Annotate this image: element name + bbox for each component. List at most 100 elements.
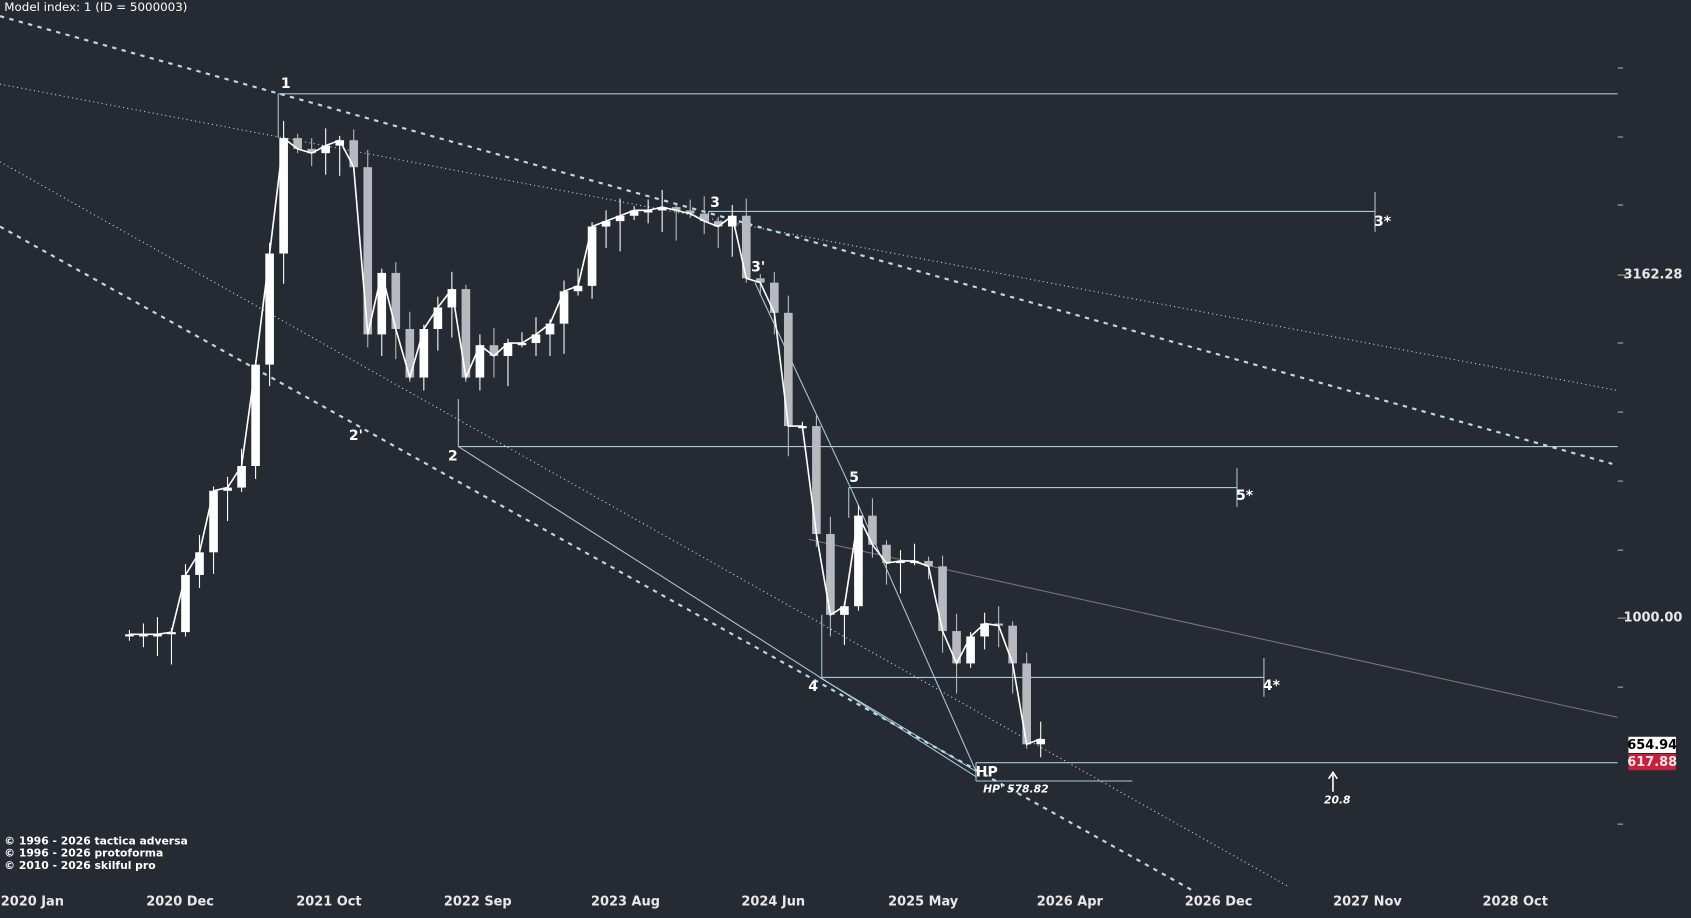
footer-line: © 2010 - 2026 skilful pro xyxy=(4,859,155,872)
candle-body xyxy=(657,207,667,211)
time-label: 2025 May xyxy=(888,894,959,909)
candle-body xyxy=(770,282,779,313)
price-badge: 617.88 xyxy=(1627,755,1677,770)
candle-body xyxy=(307,148,316,154)
wave-label: 2' xyxy=(349,428,363,444)
candle-body xyxy=(727,215,737,227)
arrow xyxy=(1327,770,1338,792)
candle-body xyxy=(237,466,246,488)
candle-body xyxy=(1036,738,1046,745)
wave-label: 3' xyxy=(751,260,765,276)
candle-body xyxy=(363,167,373,335)
time-label: 2022 Sep xyxy=(444,894,512,909)
wave-label: 1 xyxy=(281,76,291,92)
wave-label: HP' 578.82 xyxy=(983,783,1048,796)
candle-body xyxy=(153,634,162,637)
time-label: 2027 Nov xyxy=(1333,894,1402,909)
candle-body xyxy=(980,623,989,637)
candle-body xyxy=(671,207,681,211)
candle-body xyxy=(685,210,695,214)
candle-body xyxy=(433,307,443,330)
wave-label: 3* xyxy=(1374,214,1392,230)
footer-line: © 1996 - 2026 protoforma xyxy=(4,846,163,859)
candle-body xyxy=(265,253,274,365)
candle-body xyxy=(629,210,639,216)
wave-label: 4 xyxy=(808,679,818,695)
time-label: 2021 Oct xyxy=(296,894,361,909)
candle-body xyxy=(139,634,148,637)
time-label: 2020 Jan xyxy=(1,894,64,909)
header-title: Model index: 1 (ID = 5000003) xyxy=(4,0,187,14)
price-label: 1000.00 xyxy=(1623,611,1682,626)
wave-label: 20.8 xyxy=(1324,793,1351,806)
candle-body xyxy=(377,272,387,335)
candle-body xyxy=(251,364,260,467)
candle-body xyxy=(293,138,302,149)
candle-body xyxy=(755,278,765,283)
candle-body xyxy=(573,285,583,292)
candle-body xyxy=(475,345,485,378)
candle-body xyxy=(896,560,905,564)
candle-body xyxy=(741,215,751,279)
candle-body xyxy=(545,323,555,335)
wave-label: 5* xyxy=(1236,488,1254,504)
candle-body xyxy=(994,623,1003,626)
badge-bg xyxy=(1628,736,1676,753)
candle-body xyxy=(461,289,471,378)
candle-body xyxy=(489,345,499,356)
time-label: 2028 Oct xyxy=(1483,894,1548,909)
wave-label: 2 xyxy=(448,448,458,464)
price-ticks xyxy=(1617,67,1627,825)
candle-body xyxy=(784,312,793,427)
candle-body xyxy=(910,560,919,564)
candle-body xyxy=(181,574,190,633)
time-label: 2024 Jun xyxy=(741,894,805,909)
candle-body xyxy=(699,213,709,222)
candle-body xyxy=(882,544,891,564)
candle-body xyxy=(924,560,933,567)
candle-body xyxy=(335,140,345,146)
price-label: 3162.28 xyxy=(1623,268,1682,283)
wave-label: 5 xyxy=(849,470,859,486)
time-label: 2026 Apr xyxy=(1037,894,1104,909)
candle-body xyxy=(209,490,218,553)
candle-body xyxy=(868,515,877,545)
wave-label: 3 xyxy=(710,195,720,211)
candle-body xyxy=(1022,663,1031,745)
time-label: 2023 Aug xyxy=(591,894,660,909)
price-badge: 654.94 xyxy=(1627,738,1677,753)
wave-label: HP xyxy=(976,764,998,780)
candle-body xyxy=(826,533,835,615)
candle-body xyxy=(405,329,415,378)
candle-body xyxy=(1008,625,1017,664)
candle-body xyxy=(447,289,457,308)
badge-bg xyxy=(1628,754,1676,771)
candle-body xyxy=(195,552,204,575)
candle-body xyxy=(587,226,597,286)
candle-body xyxy=(854,515,863,607)
candle-body xyxy=(938,566,947,632)
candle-body xyxy=(812,426,821,534)
candle-body xyxy=(391,272,401,330)
candle-body xyxy=(601,221,611,227)
candle-body xyxy=(713,221,723,227)
candle-body xyxy=(966,636,975,664)
candle-body xyxy=(125,634,134,637)
smooth-line xyxy=(129,136,1041,746)
candle-body xyxy=(643,210,653,213)
candle-body xyxy=(531,334,541,344)
candle-body xyxy=(615,215,625,222)
candle-body xyxy=(559,291,569,324)
time-label: 2020 Dec xyxy=(146,894,214,909)
footer-line: © 1996 - 2026 tactica adversa xyxy=(4,834,187,847)
candle-body xyxy=(419,329,429,378)
candle-body xyxy=(279,138,288,254)
candle-body xyxy=(952,631,961,664)
candle-body xyxy=(840,606,849,615)
candle-body xyxy=(223,487,232,491)
candle-body xyxy=(321,145,331,154)
channels xyxy=(0,15,1618,891)
candle-body xyxy=(517,343,527,346)
